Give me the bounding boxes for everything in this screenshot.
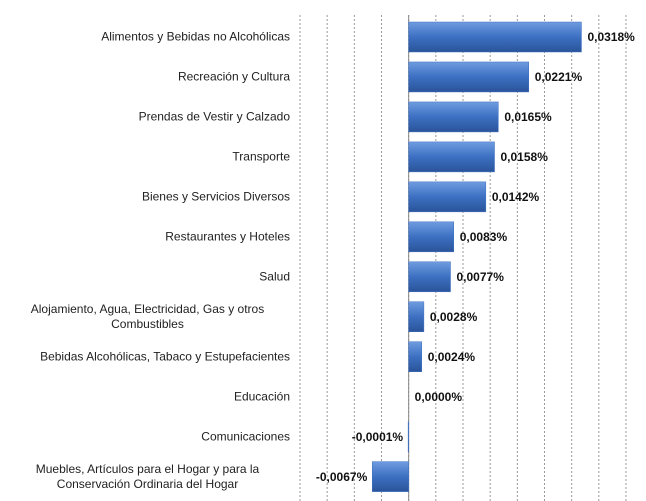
bar bbox=[372, 461, 409, 492]
value-label: 0,0158% bbox=[501, 150, 549, 164]
category-label: Alimentos y Bebidas no Alcohólicas bbox=[101, 29, 290, 44]
category-label: Educación bbox=[233, 389, 290, 404]
bar bbox=[408, 21, 582, 53]
bar bbox=[408, 141, 495, 173]
bar bbox=[408, 341, 422, 372]
value-label: 0,0077% bbox=[457, 270, 505, 284]
category-label: Muebles, Artículos para el Hogar y para … bbox=[35, 461, 260, 491]
bar bbox=[408, 261, 451, 293]
category-label: Bebidas Alcohólicas, Tabaco y Estupefaci… bbox=[40, 349, 290, 364]
value-label: 0,0221% bbox=[535, 70, 583, 84]
category-label: Salud bbox=[259, 269, 290, 284]
value-label: 0,0028% bbox=[430, 310, 478, 324]
bar bbox=[408, 181, 487, 213]
value-label: 0,0083% bbox=[460, 230, 508, 244]
value-label: -0,0067% bbox=[316, 470, 368, 484]
value-label: 0,0024% bbox=[428, 350, 476, 364]
value-label: 0,0318% bbox=[587, 30, 635, 44]
value-label: 0,0142% bbox=[492, 190, 540, 204]
bar bbox=[408, 61, 529, 93]
category-label: Alojamiento, Agua, Electricidad, Gas y o… bbox=[30, 301, 265, 331]
category-label: Restaurantes y Hoteles bbox=[165, 229, 290, 244]
bar bbox=[408, 221, 455, 253]
value-label: -0,0001% bbox=[352, 430, 404, 444]
value-label: 0,0165% bbox=[504, 110, 552, 124]
category-label: Bienes y Servicios Diversos bbox=[141, 189, 290, 204]
bar bbox=[408, 301, 425, 333]
bar bbox=[408, 101, 499, 133]
bar bbox=[407, 421, 409, 452]
value-label: 0,0000% bbox=[415, 390, 463, 404]
category-label: Transporte bbox=[232, 149, 290, 164]
category-label: Prendas de Vestir y Calzado bbox=[138, 109, 290, 124]
category-label: Comunicaciones bbox=[201, 429, 290, 444]
category-label: Recreación y Cultura bbox=[177, 69, 290, 84]
